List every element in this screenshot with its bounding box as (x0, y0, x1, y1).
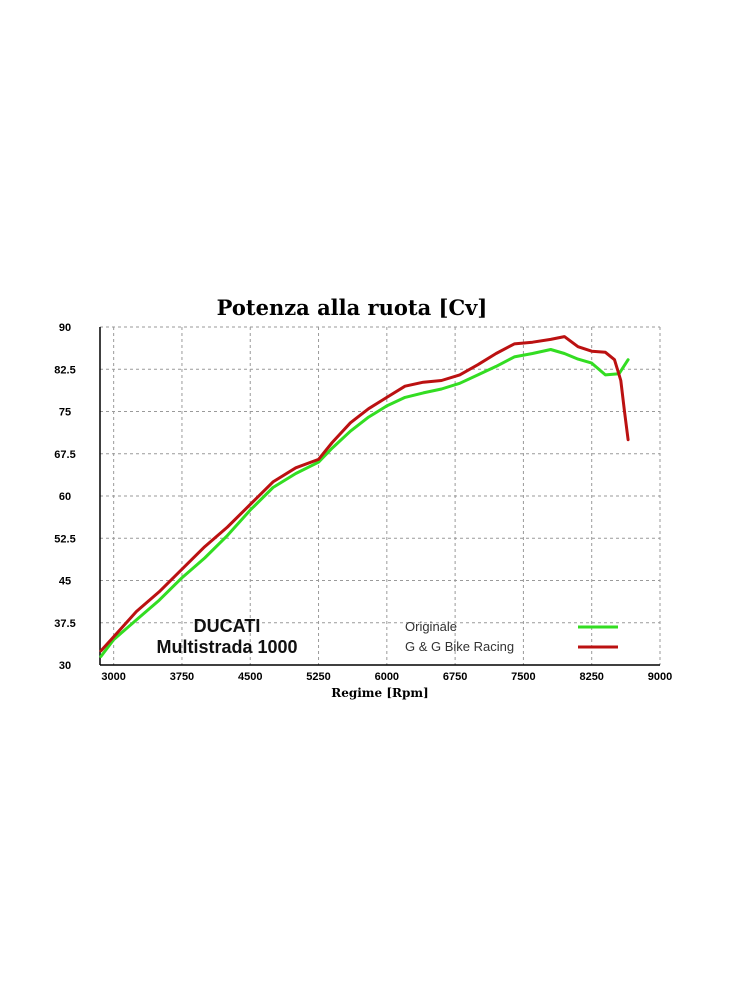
x-tick-label: 9000 (648, 671, 672, 683)
x-tick-label: 6750 (443, 671, 467, 683)
y-tick-label: 75 (59, 407, 71, 419)
y-tick-label: 30 (59, 660, 71, 672)
y-tick-label: 67.5 (54, 449, 75, 461)
y-tick-label: 60 (59, 491, 71, 503)
series-line-originale (99, 348, 630, 658)
y-tick-label: 90 (59, 322, 71, 334)
y-tick-label: 52.5 (54, 533, 75, 545)
brand-label-model: Multistrada 1000 (156, 637, 297, 657)
y-tick-label: 45 (59, 576, 71, 588)
chart-title: Potenza alla ruota [Cv] (217, 295, 488, 320)
legend: Originale G & G Bike Racing (405, 619, 618, 654)
x-tick-label: 7500 (511, 671, 535, 683)
x-tick-label: 3000 (101, 671, 125, 683)
x-tick-label: 3750 (170, 671, 194, 683)
series-line-gg-bike-racing (99, 335, 630, 653)
x-tick-labels: 3000 3750 4500 5250 6000 6750 7500 8250 9000 (101, 671, 672, 683)
y-tick-label: 37.5 (54, 618, 75, 630)
legend-label-originale: Originale (405, 619, 457, 634)
axes (99, 327, 660, 666)
y-tick-label: 82.5 (54, 364, 75, 376)
grid (100, 326, 661, 665)
y-tick-labels: 90 82.5 75 67.5 60 52.5 45 37.5 30 (54, 322, 75, 672)
x-tick-label: 6000 (375, 671, 399, 683)
x-axis-label: Regime [Rpm] (331, 686, 428, 700)
legend-label-gg-bike-racing: G & G Bike Racing (405, 639, 514, 654)
x-tick-label: 5250 (306, 671, 330, 683)
brand-label-make: DUCATI (194, 616, 261, 636)
x-tick-label: 8250 (579, 671, 603, 683)
series-lines (99, 335, 630, 658)
x-tick-label: 4500 (238, 671, 262, 683)
